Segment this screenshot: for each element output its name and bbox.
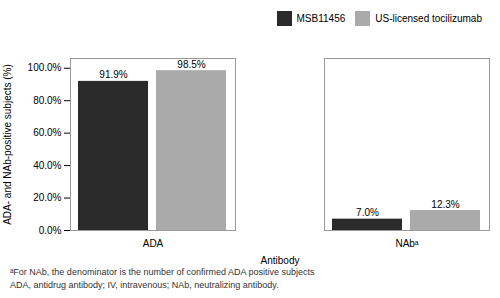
svg-text:NAbᵃ: NAbᵃ xyxy=(395,238,418,249)
svg-text:12.3%: 12.3% xyxy=(431,199,459,210)
html-text:MSB11456: MSB11456 xyxy=(296,13,346,24)
svg-text:7.0%: 7.0% xyxy=(356,207,379,218)
svg-text:Antibody: Antibody xyxy=(261,255,300,266)
html-text:ᵃFor NAb, the denominator is t: ᵃFor NAb, the denominator is the number … xyxy=(10,267,315,277)
svg-text:20.0%: 20.0% xyxy=(33,192,61,203)
svg-text:40.0%: 40.0% xyxy=(33,160,61,171)
svg-text:100.0%: 100.0% xyxy=(28,62,62,73)
svg-text:80.0%: 80.0% xyxy=(33,95,61,106)
svg-text:ADA: ADA xyxy=(143,238,164,249)
svg-text:60.0%: 60.0% xyxy=(33,127,61,138)
html-text:ADA, antidrug antibody; IV, in: ADA, antidrug antibody; IV, intravenous;… xyxy=(10,280,279,290)
svg-text:91.9%: 91.9% xyxy=(99,69,127,80)
html-text:US-licensed tocilizumab: US-licensed tocilizumab xyxy=(375,13,482,24)
svg-text:98.5%: 98.5% xyxy=(177,59,205,70)
svg-text:ADA- and NAb-positive subjects: ADA- and NAb-positive subjects (%) xyxy=(2,64,13,225)
svg-text:0.0%: 0.0% xyxy=(39,225,62,236)
